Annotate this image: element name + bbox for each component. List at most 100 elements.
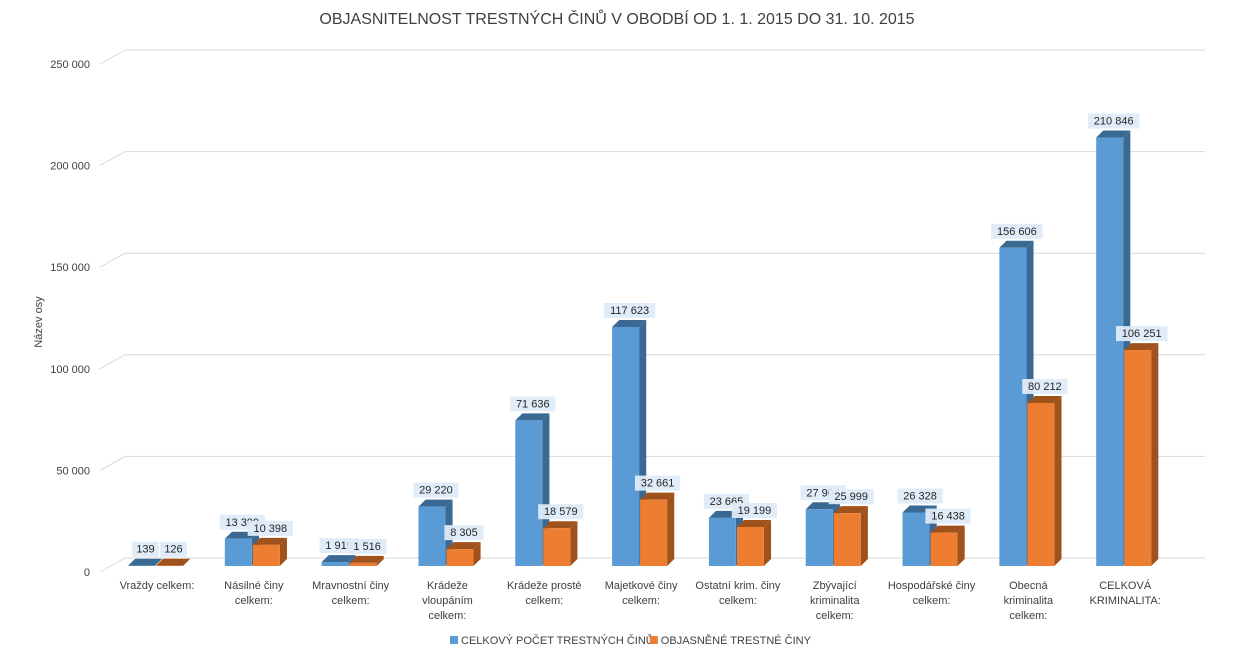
bar-top <box>640 492 675 500</box>
data-label-bg <box>897 488 943 504</box>
bar-front <box>349 562 377 566</box>
bar-front <box>612 326 640 566</box>
data-label-text: 80 212 <box>1028 381 1062 393</box>
bar-side <box>1151 343 1159 566</box>
bar-solved-6 <box>736 519 772 566</box>
data-label-total-8: 26 328 <box>897 488 943 504</box>
data-label-bg <box>132 541 159 557</box>
bar-top <box>156 558 191 566</box>
bar-solved-2 <box>349 555 384 566</box>
data-label-solved-10: 106 251 <box>1115 326 1168 342</box>
bar-solved-10 <box>1124 343 1159 566</box>
gridline-slant <box>99 557 126 573</box>
data-label-solved-1: 10 398 <box>247 520 293 536</box>
bar-side <box>1054 396 1062 566</box>
data-label-solved-2: 1 516 <box>347 538 387 554</box>
bar-total-5 <box>612 319 647 566</box>
bar-solved-7 <box>833 506 868 566</box>
data-label-text: 16 438 <box>931 511 965 523</box>
y-axis-label: Název osy <box>33 296 45 348</box>
data-label-text: 32 661 <box>641 478 675 490</box>
data-label-bg <box>991 223 1043 239</box>
data-label-text: 1 919 <box>325 540 353 552</box>
data-label-solved-0: 126 <box>160 541 187 557</box>
bar-front <box>708 517 736 566</box>
data-label-total-0: 139 <box>132 541 159 557</box>
y-tick-label: 50 000 <box>56 465 90 477</box>
data-label-solved-3: 8 305 <box>444 525 484 541</box>
bar-top <box>349 555 384 563</box>
bar-top <box>515 413 550 421</box>
legend-item-0: CELKOVÝ POČET TRESTNÝCH ČINŮ <box>450 634 654 647</box>
bar-front <box>515 420 543 566</box>
gridline-slant <box>99 151 126 167</box>
category-label-10: CELKOVÁ KRIMINALITA: <box>1090 579 1161 607</box>
data-label-bg <box>1087 113 1140 129</box>
category-label-9: Obecná kriminalita celkem: <box>1004 580 1054 622</box>
data-label-text: 71 636 <box>516 398 550 410</box>
gridline-slant <box>99 252 126 268</box>
data-label-text: 117 623 <box>610 305 649 317</box>
bar-side <box>155 558 163 566</box>
bar-top <box>833 506 868 514</box>
y-tick-label: 200 000 <box>50 161 90 173</box>
category-label-4: Krádeže prosté celkem: <box>507 580 582 607</box>
data-label-solved-6: 19 199 <box>731 502 778 518</box>
data-label-text: 29 220 <box>419 485 453 497</box>
data-label-text: 106 251 <box>1122 328 1162 340</box>
data-label-text: 10 398 <box>253 523 287 535</box>
bar-front <box>321 562 349 566</box>
data-label-total-5: 117 623 <box>603 302 656 318</box>
bar-front <box>224 538 252 566</box>
bar-top <box>418 499 453 507</box>
legend-label: OBJASNĚNÉ TRESTNÉ ČINY <box>661 634 812 647</box>
bar-top <box>612 319 647 327</box>
data-label-bg <box>925 508 971 524</box>
bar-front <box>1124 350 1152 566</box>
y-tick-label: 250 000 <box>50 59 90 71</box>
bar-top <box>321 555 356 563</box>
data-label-bg <box>510 396 556 412</box>
data-label-total-3: 29 220 <box>413 482 459 498</box>
bar-top <box>128 558 163 566</box>
bar-front <box>446 549 474 566</box>
gridline-slant <box>99 49 126 65</box>
bar-front <box>736 526 764 566</box>
y-tick-label: 0 <box>84 567 90 579</box>
bar-front <box>640 499 668 566</box>
data-label-text: 139 <box>136 544 154 556</box>
bar-side <box>279 537 287 566</box>
bar-front <box>1096 137 1124 567</box>
bar-side <box>473 542 481 566</box>
data-label-bg <box>1115 326 1168 342</box>
data-label-text: 210 846 <box>1094 116 1134 128</box>
category-label-6: Ostatní krim. činy celkem: <box>695 580 780 607</box>
legend: CELKOVÝ POČET TRESTNÝCH ČINŮ OBJASNĚNÉ TR… <box>450 634 812 647</box>
data-label-bg <box>828 489 874 505</box>
chart-title: OBJASNITELNOST TRESTNÝCH ČINŮ V OBODBÍ O… <box>319 9 914 28</box>
data-label-total-10: 210 846 <box>1087 113 1140 129</box>
bar-solved-5 <box>640 492 675 566</box>
data-label-bg <box>347 538 387 554</box>
data-label-total-4: 71 636 <box>510 396 556 412</box>
y-tick-label: 100 000 <box>50 364 90 376</box>
category-label-0: Vraždy celkem: <box>120 580 195 592</box>
category-labels: Vraždy celkem: Násilné činy celkem: Mravnos… <box>120 579 1161 622</box>
legend-swatch <box>450 636 458 644</box>
legend-item-1: OBJASNĚNÉ TRESTNÉ ČINY <box>649 634 812 647</box>
data-label-text: 8 305 <box>450 527 478 539</box>
bar-top <box>1027 396 1062 404</box>
bar-top <box>1124 343 1159 351</box>
bar-front <box>902 512 930 566</box>
y-axis-ticks: 0 50 000 100 000 150 000 200 000 250 000 <box>50 59 90 579</box>
category-label-5: Majetkové činy celkem: <box>605 580 678 607</box>
data-label-bg <box>731 502 778 518</box>
gridline-slant <box>99 455 126 471</box>
category-label-8: Hospodářské činy celkem: <box>888 580 976 607</box>
bar-side <box>376 555 384 566</box>
data-label-text: 19 199 <box>738 505 772 517</box>
data-label-total-9: 156 606 <box>991 223 1043 239</box>
